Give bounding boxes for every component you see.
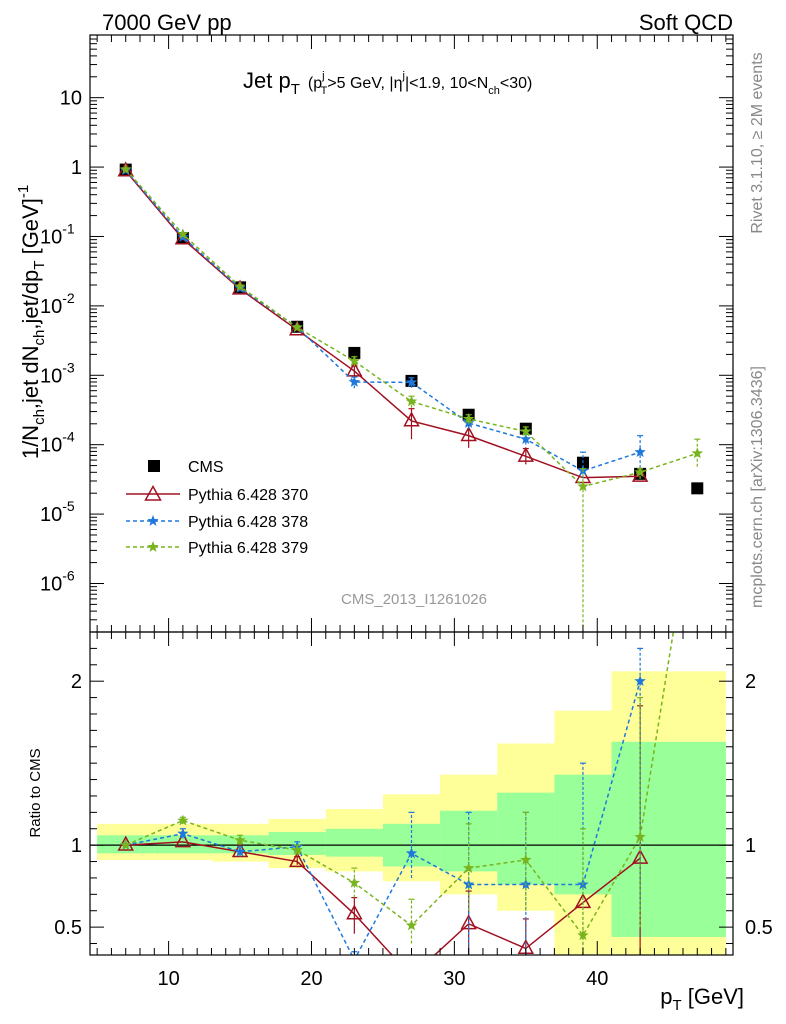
rivet-version-label: Rivet 3.1.10, ≥ 2M events	[749, 52, 766, 233]
ratio-point-p378	[177, 827, 189, 839]
ratio-point-p370	[288, 851, 306, 868]
ratio-band-inner	[325, 828, 383, 857]
ratio-y-tick-label: 0.5	[54, 917, 82, 939]
main-point-p378	[634, 446, 646, 457]
ratio-point-p379	[177, 814, 189, 826]
main-point-p370	[346, 361, 363, 377]
ratio-point-p379	[348, 876, 361, 888]
ratio-point-p379	[234, 834, 246, 846]
main-y-tick-label: 10-6	[40, 567, 75, 595]
ratio-point-p379	[634, 830, 646, 842]
main-point-p379	[120, 163, 132, 175]
ratio-point-p370	[405, 968, 419, 981]
ratio-point-p379	[577, 929, 589, 941]
ratio-point-p378	[405, 847, 418, 859]
analysis-tag: CMS_2013_I1261026	[341, 591, 487, 608]
legend: CMS Pythia 6.428 370 Pythia 6.428 378 Py…	[126, 459, 308, 557]
main-point-p370	[288, 320, 306, 336]
ratio-point-p379	[405, 919, 418, 931]
main-point-cms	[348, 346, 361, 359]
main-point-p370	[403, 411, 420, 427]
main-point-p379	[348, 355, 361, 366]
main-point-p379	[634, 466, 646, 478]
x-tick-label: 40	[586, 968, 608, 990]
ratio-point-p379	[462, 862, 475, 873]
main-y-tick-label: 10	[60, 88, 82, 110]
main-point-p379	[234, 280, 246, 292]
ratio-line-p378	[125, 680, 641, 955]
main-point-p379	[520, 425, 532, 437]
main-plot-frame	[89, 34, 734, 633]
main-point-p379	[577, 480, 589, 492]
legend-marker-cms	[148, 460, 160, 472]
legend-label-cms: CMS	[188, 459, 224, 476]
legend-marker-p370	[144, 484, 162, 501]
main-point-p378	[348, 376, 361, 387]
main-line-p370	[125, 170, 641, 479]
mcplots-label: mcplots.cern.ch [arXiv:1306.3436]	[749, 366, 766, 608]
legend-label-p379: Pythia 6.428 379	[188, 540, 308, 557]
main-point-p370	[460, 426, 477, 442]
main-point-p379	[462, 412, 475, 424]
ratio-band-inner	[611, 741, 726, 937]
ratio-point-p370	[346, 904, 363, 920]
legend-marker-p378	[147, 515, 159, 526]
ratio-point-p379	[120, 839, 132, 850]
x-axis-label: pT [GeV]	[660, 984, 744, 1014]
ratio-y-tick-label: 1	[71, 835, 82, 857]
main-y-tick-label: 1	[71, 157, 82, 179]
header-category-label: Soft QCD	[639, 10, 733, 35]
legend-label-p378: Pythia 6.428 378	[188, 514, 308, 531]
main-point-p378	[520, 433, 532, 444]
ratio-y-axis-label: Ratio to CMS	[27, 748, 44, 837]
ratio-line-p370	[125, 841, 641, 955]
main-y-tick-label: 10-4	[40, 429, 75, 457]
main-point-p370	[631, 466, 649, 482]
ratio-point-p379	[520, 853, 532, 865]
main-y-tick-label: 10-1	[40, 220, 75, 248]
main-line-p378	[125, 169, 641, 472]
main-point-p378	[405, 376, 418, 388]
ratio-point-p378	[234, 845, 246, 857]
main-point-p379	[405, 395, 418, 407]
main-y-axis-label: 1/Nch,jet dNch,jet/dpT [GeV]-1	[15, 185, 48, 459]
main-y-tick-label: 10-3	[40, 359, 75, 387]
ratio-point-p378	[634, 675, 646, 686]
legend-label-p370: Pythia 6.428 370	[188, 487, 308, 504]
main-point-p379	[291, 321, 303, 333]
main-point-p370	[517, 446, 535, 462]
legend-marker-p379	[147, 541, 159, 552]
x-tick-label: 10	[157, 968, 179, 990]
ratio-band-inner	[440, 810, 498, 872]
header-energy-label: 7000 GeV pp	[102, 10, 232, 35]
main-plot-panel: 10-6 10-5 10-4 10-3 10-2 10-1 1 10 Jet pT (pj T>5…	[15, 34, 734, 633]
main-point-p379	[177, 228, 189, 239]
ratio-band-inner	[154, 835, 212, 854]
ratio-plot-panel: 0.5 0.5 1 1 2 2 10 20 30 40 Ratio to CMS pT [GeV]	[27, 631, 773, 1014]
main-y-tick-label: 10-2	[40, 290, 75, 318]
ratio-point-p379	[291, 844, 303, 855]
x-tick-label: 20	[300, 968, 322, 990]
x-tick-label: 30	[443, 968, 465, 990]
ratio-y-tick-label-right: 1	[745, 835, 756, 857]
ratio-point-p370	[174, 832, 192, 848]
main-plot-title: Jet pT (pj T>5 GeV, |ηj|<1.9, 10<Nch<30)	[243, 68, 532, 98]
ratio-y-tick-label-right: 2	[745, 671, 756, 693]
main-point-cms	[691, 482, 704, 495]
main-y-tick-label: 10-5	[40, 498, 75, 526]
main-point-p379	[691, 447, 703, 459]
ratio-y-tick-label-right: 0.5	[745, 917, 773, 939]
ratio-y-tick-label: 2	[71, 671, 82, 693]
